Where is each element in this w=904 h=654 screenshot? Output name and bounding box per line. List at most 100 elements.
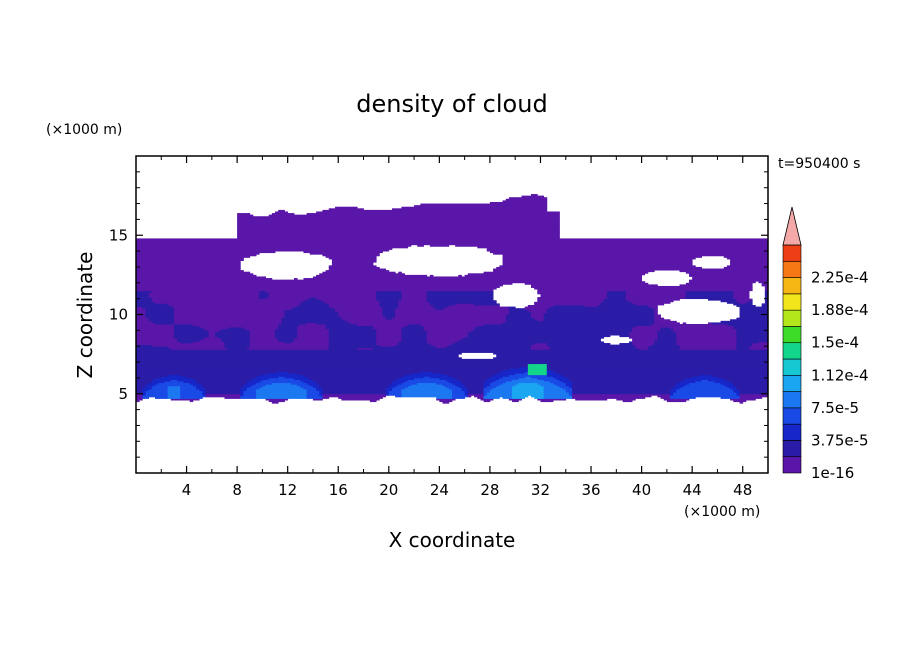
density-cell (730, 381, 768, 384)
density-cell (385, 393, 390, 396)
colorbar-segment (782, 260, 802, 278)
density-cell (325, 324, 358, 326)
density-cell (455, 303, 475, 306)
density-cell (493, 268, 768, 271)
density-cell (531, 314, 545, 317)
density-cell (486, 247, 768, 250)
density-cell (685, 290, 734, 293)
density-cell (259, 293, 270, 296)
density-cell (423, 325, 478, 328)
density-cell (398, 341, 428, 344)
density-cell (395, 379, 409, 382)
density-cell (730, 262, 768, 265)
density-cell (559, 379, 570, 382)
density-cell (635, 325, 734, 328)
density-cell (452, 390, 466, 393)
density-cell (316, 274, 428, 277)
density-cell (142, 306, 175, 309)
density-cell (745, 301, 753, 304)
density-cell (730, 387, 737, 390)
density-cell (739, 393, 768, 396)
density-cell (136, 255, 251, 258)
density-cell (303, 278, 642, 281)
density-cell (136, 341, 181, 344)
density-cell (256, 392, 308, 395)
density-cell (455, 377, 488, 380)
density-cell (676, 388, 734, 391)
density-cell (173, 330, 210, 333)
density-cell (205, 392, 241, 395)
density-cell (391, 317, 507, 320)
density-cell (161, 376, 187, 379)
density-cell (508, 309, 529, 312)
density-cell (388, 392, 402, 395)
density-cell (325, 255, 377, 258)
density-cell (268, 295, 377, 298)
density-cell (376, 292, 402, 295)
density-cell (237, 216, 560, 219)
density-cell (173, 336, 206, 339)
density-cell (553, 304, 586, 307)
density-cell (167, 387, 181, 390)
density-cell (496, 355, 768, 358)
density-cell (736, 347, 750, 350)
density-cell (546, 309, 655, 312)
density-cell (654, 314, 661, 317)
density-cell (246, 347, 330, 350)
density-cell (736, 298, 753, 301)
density-cell (679, 270, 768, 273)
density-cell (467, 388, 484, 391)
density-cell (537, 298, 605, 301)
density-cell (464, 384, 484, 387)
density-cell (632, 301, 671, 304)
density-cell (489, 390, 513, 393)
density-cell (391, 388, 402, 391)
density-cell (237, 217, 560, 220)
density-cell (249, 333, 276, 336)
density-cell (338, 312, 383, 315)
density-cell (136, 352, 462, 355)
density-cell (167, 392, 181, 395)
density-cell (537, 300, 605, 303)
density-cell (739, 395, 768, 398)
density-cell (764, 293, 768, 296)
density-cell (173, 314, 285, 317)
density-cell (328, 266, 380, 269)
density-cell (173, 333, 210, 336)
density-cell (259, 381, 304, 384)
colorbar-label: 1.88e-4 (811, 301, 869, 319)
density-cell (328, 328, 377, 331)
density-cell (136, 384, 146, 387)
density-cell (499, 384, 516, 387)
density-cell (486, 393, 513, 396)
density-cell (483, 384, 491, 387)
density-cell (761, 303, 768, 306)
density-cell (227, 327, 244, 330)
y-tick-label: 5 (118, 385, 128, 403)
density-cell (136, 350, 768, 353)
density-cell (136, 324, 175, 326)
density-cell (136, 387, 143, 390)
density-cell (572, 381, 680, 384)
density-cell (136, 369, 503, 372)
density-cell (534, 287, 753, 290)
density-cell (549, 306, 652, 309)
density-cell (749, 346, 768, 349)
density-cell (537, 289, 753, 292)
density-cell (180, 395, 206, 398)
density-cell (452, 392, 466, 395)
density-cell (202, 385, 244, 388)
density-cell (505, 317, 535, 320)
density-cell (502, 259, 693, 262)
density-cell (275, 335, 298, 338)
density-cell (546, 369, 554, 372)
density-cell (414, 377, 440, 380)
density-cell (240, 387, 247, 390)
density-cell (136, 249, 390, 252)
density-cell (379, 304, 399, 307)
density-cell (243, 385, 251, 388)
density-cell (673, 393, 737, 396)
density-cell (543, 392, 570, 395)
density-cell (512, 379, 545, 382)
density-cell (404, 374, 450, 377)
